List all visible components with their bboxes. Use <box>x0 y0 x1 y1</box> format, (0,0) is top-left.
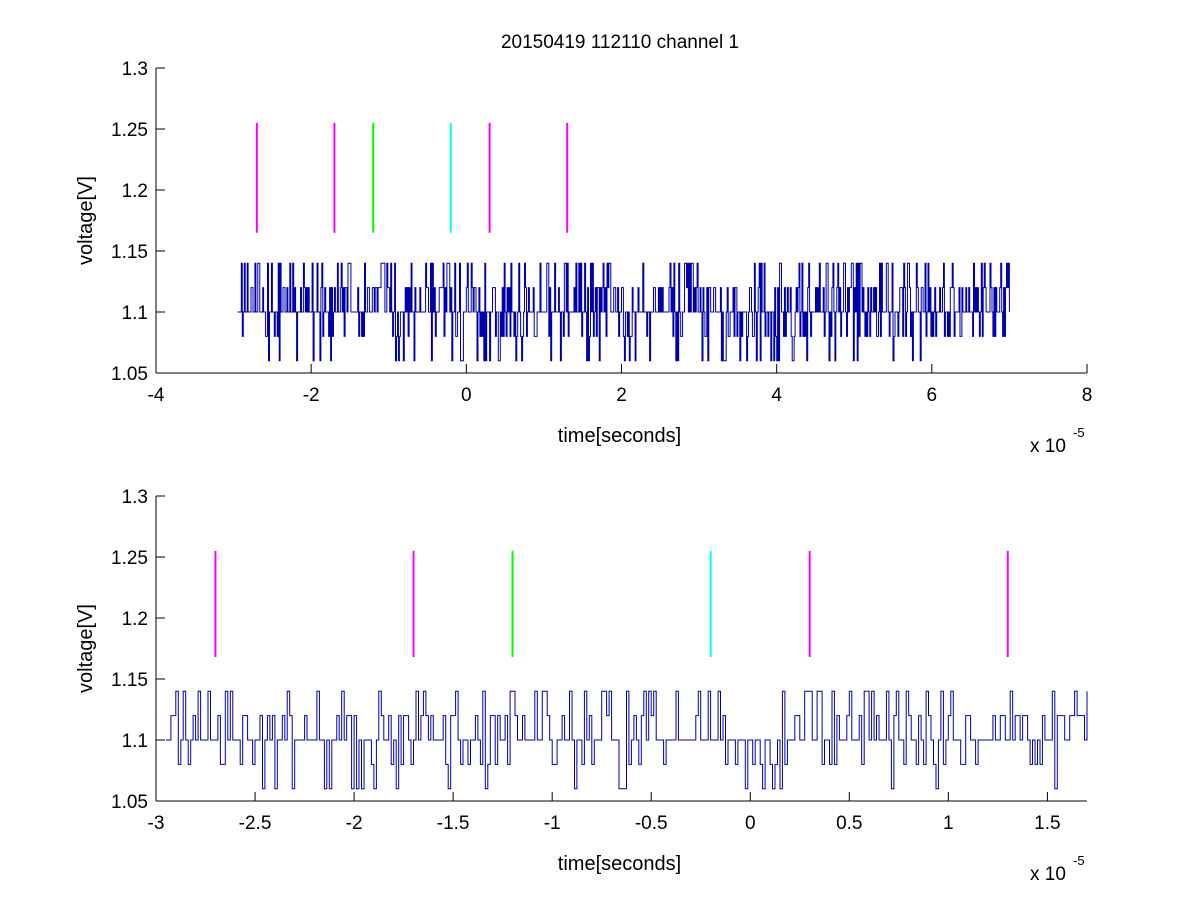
x-tick-label: 4 <box>771 385 782 406</box>
x-axis-exponent: -5 <box>1073 425 1085 440</box>
x-tick-label: -2.5 <box>239 813 272 834</box>
y-tick-label: 1.05 <box>111 364 148 385</box>
x-axis-multiplier: x 10 <box>1030 864 1066 885</box>
x-tick-label: 6 <box>927 385 938 406</box>
x-tick-label: 2 <box>616 385 627 406</box>
x-tick-label: -2 <box>303 385 320 406</box>
y-axis-label: voltage[V] <box>75 604 97 693</box>
x-tick-label: -4 <box>148 385 165 406</box>
y-axis-label: voltage[V] <box>75 176 97 265</box>
bottom-subplot: 1.05 1.1 1.15 1.2 1.25 1.3 -3 -2.5 -2 -1.5 -1 -0.5 0… <box>75 487 1088 885</box>
x-axis-label: time[seconds] <box>558 853 681 875</box>
y-tick-label: 1.2 <box>122 609 148 630</box>
x-tick-label: 0 <box>745 813 756 834</box>
y-tick-label: 1.1 <box>122 731 148 752</box>
figure-title: 20150419 112110 channel 1 <box>501 32 739 53</box>
y-tick-label: 1.3 <box>122 59 148 80</box>
x-tick-label: 8 <box>1082 385 1093 406</box>
x-tick-label: -1 <box>544 813 561 834</box>
x-tick-label: -2 <box>346 813 363 834</box>
x-tick-label: 1 <box>943 813 954 834</box>
x-axis-exponent: -5 <box>1073 853 1085 868</box>
x-tick-label: -3 <box>148 813 165 834</box>
y-tick-label: 1.3 <box>122 487 148 508</box>
x-tick-label: -0.5 <box>635 813 668 834</box>
x-tick-label: 1.5 <box>1034 813 1060 834</box>
x-axis-multiplier: x 10 <box>1030 436 1066 457</box>
y-tick-label: 1.15 <box>111 242 148 263</box>
voltage-trace <box>237 262 1010 362</box>
y-tick-label: 1.15 <box>111 670 148 691</box>
x-tick-label: 0 <box>461 385 472 406</box>
y-tick-label: 1.25 <box>111 120 148 141</box>
x-axis-label: time[seconds] <box>558 425 681 447</box>
top-subplot: 1.05 1.1 1.15 1.2 1.25 1.3 -4 -2 0 2 4 6 8 time[secon… <box>75 59 1092 457</box>
y-tick-label: 1.1 <box>122 303 148 324</box>
voltage-trace <box>165 690 1088 790</box>
y-tick-label: 1.05 <box>111 792 148 813</box>
x-tick-label: -1.5 <box>437 813 470 834</box>
x-tick-label: 0.5 <box>836 813 862 834</box>
y-tick-label: 1.2 <box>122 181 148 202</box>
y-tick-label: 1.25 <box>111 548 148 569</box>
